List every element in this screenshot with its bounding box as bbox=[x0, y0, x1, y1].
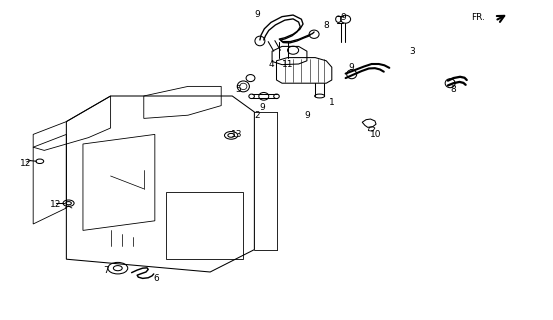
Text: 7: 7 bbox=[103, 266, 109, 275]
Text: 9: 9 bbox=[260, 103, 265, 112]
Text: 3: 3 bbox=[409, 47, 415, 56]
Text: 10: 10 bbox=[371, 130, 382, 139]
Text: 2: 2 bbox=[254, 111, 260, 120]
Text: 12: 12 bbox=[20, 159, 31, 168]
Text: FR.: FR. bbox=[471, 13, 486, 22]
Text: 11: 11 bbox=[282, 60, 293, 68]
Text: 9: 9 bbox=[254, 10, 260, 19]
Text: 1: 1 bbox=[329, 98, 335, 107]
Text: 9: 9 bbox=[304, 111, 310, 120]
Text: 5: 5 bbox=[235, 85, 241, 94]
Text: 9: 9 bbox=[348, 63, 354, 72]
Text: 8: 8 bbox=[324, 21, 329, 30]
Text: 9: 9 bbox=[340, 13, 346, 22]
Text: 13: 13 bbox=[231, 130, 242, 139]
Text: 4: 4 bbox=[268, 60, 274, 68]
Text: 12: 12 bbox=[50, 200, 61, 209]
Text: 6: 6 bbox=[153, 274, 159, 283]
Text: 8: 8 bbox=[451, 85, 456, 94]
